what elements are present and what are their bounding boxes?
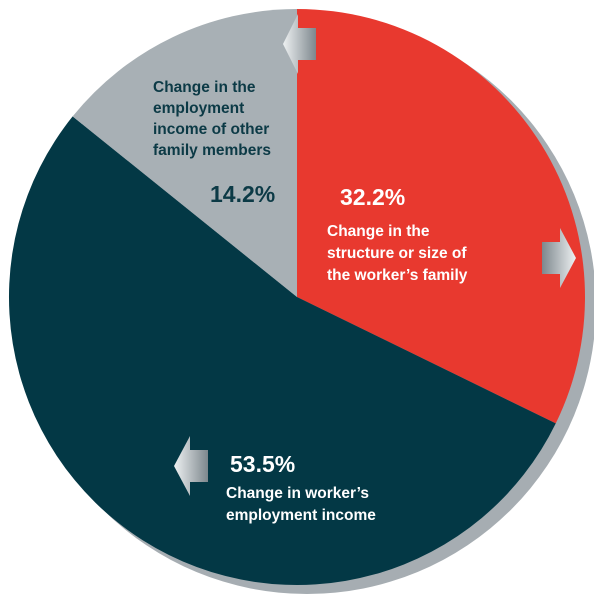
slice-category-label: Change in the structure or size of the w… — [327, 223, 471, 284]
slice-value-label: 53.5% — [230, 451, 295, 477]
arrow-left-dark-slice-icon — [174, 436, 208, 496]
arrow-right-red-slice-icon — [542, 228, 576, 288]
slice-category-label: Change in worker’s employment income — [226, 485, 376, 524]
slice-value-label: 32.2% — [340, 184, 405, 210]
pie-slice-3 — [72, 9, 297, 297]
slice-1-value-label: 32.2% — [340, 184, 405, 210]
slice-category-label: Change in the employment income of other… — [153, 79, 274, 159]
pie-slice-2 — [8, 116, 556, 586]
arrow-left-grey-slice-icon — [283, 14, 316, 74]
pie-slice-1 — [297, 9, 585, 424]
slice-1-category-label: Change in the structure or size of the w… — [327, 223, 471, 284]
slice-value-label: 14.2% — [210, 181, 275, 207]
